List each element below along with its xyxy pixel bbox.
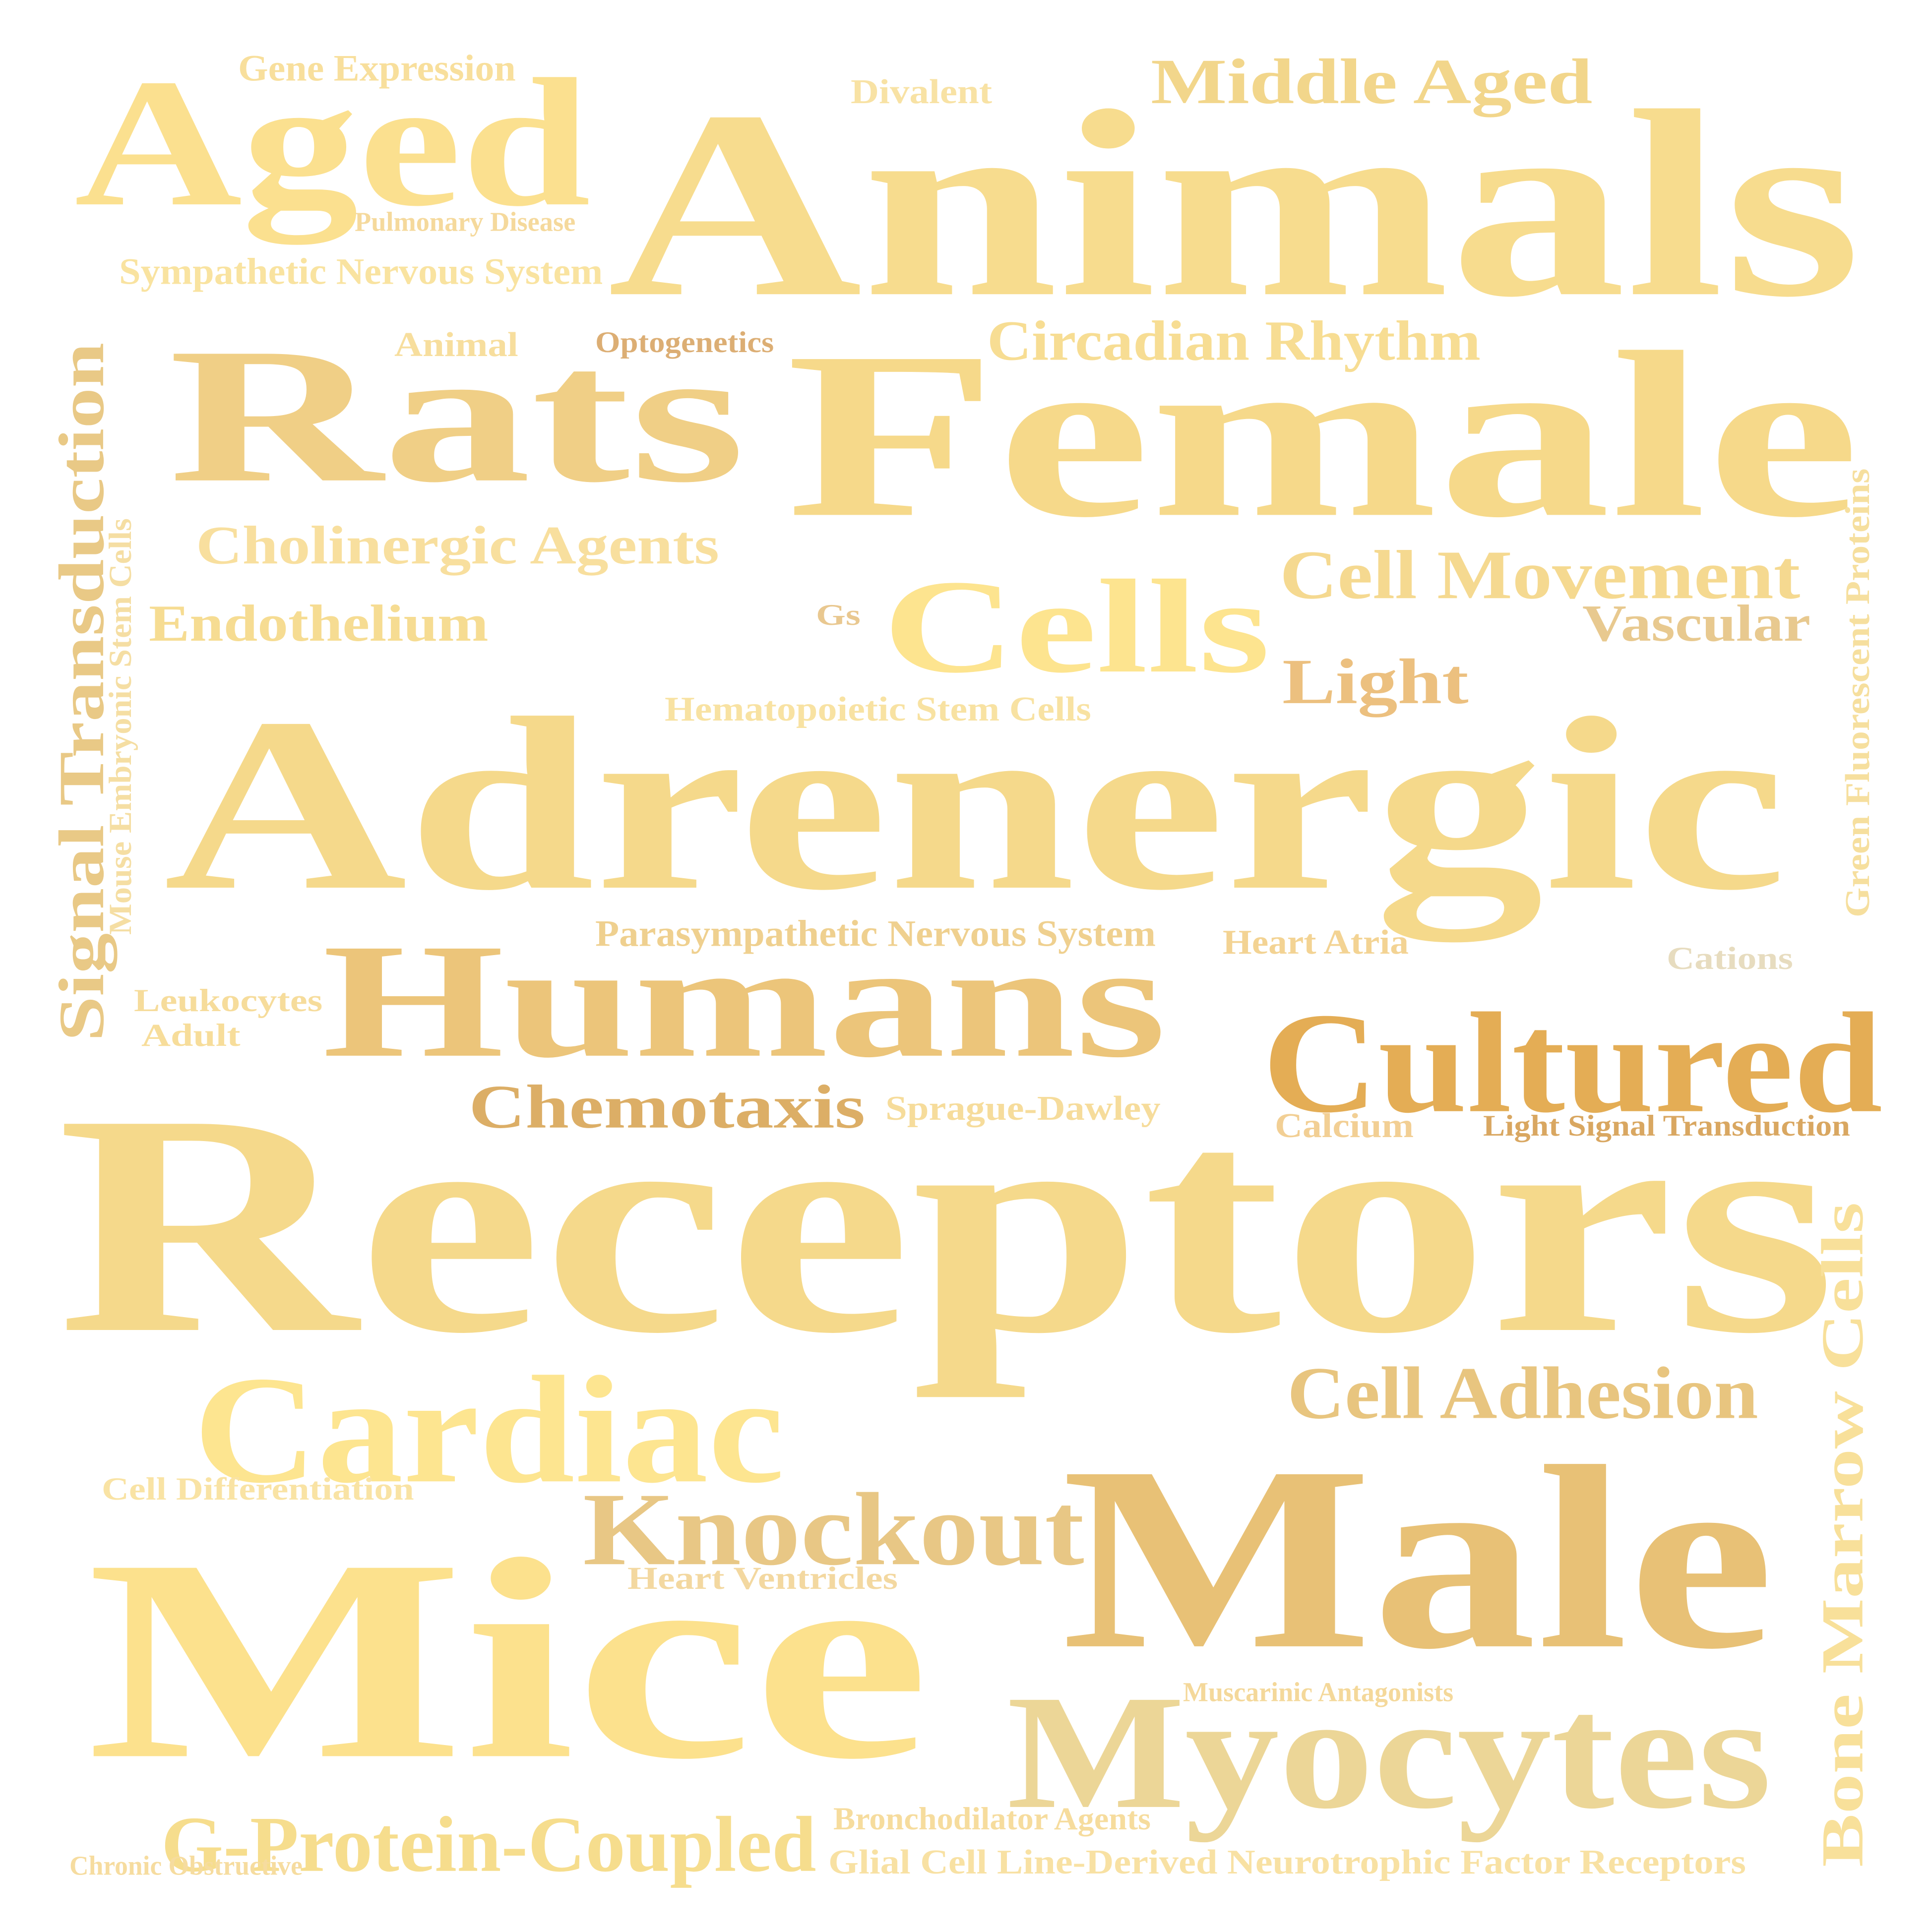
word-cardiac: Cardiac: [193, 1344, 785, 1515]
word-vascular: Vascular: [1582, 594, 1811, 653]
word-circadian-rhythm: Circadian Rhythm: [987, 309, 1481, 372]
word-adult: Adult: [141, 1017, 241, 1053]
word-chemotaxis: Chemotaxis: [469, 1072, 866, 1142]
word-rats: Rats: [169, 308, 746, 523]
word-optogenetics: Optogenetics: [595, 325, 774, 359]
word-humans: Humans: [322, 910, 1167, 1092]
word-g-protein-coupled: G-Protein-Coupled: [161, 1800, 816, 1888]
word-bone-marrow-cells: Bone Marrow Cells: [1809, 1202, 1875, 1867]
word-gene-expression: Gene Expression: [238, 47, 516, 89]
word-mice: Mice: [87, 1500, 930, 1819]
word-heart-ventricles: Heart Ventricles: [627, 1560, 898, 1596]
word-cholinergic-agents: Cholinergic Agents: [196, 515, 719, 576]
word-male: Male: [1061, 1412, 1775, 1704]
word-calcium: Calcium: [1275, 1106, 1414, 1145]
word-knockout: Knockout: [583, 1471, 1084, 1587]
word-heart-atria: Heart Atria: [1223, 922, 1409, 962]
word-cell-differentiation: Cell Differentiation: [102, 1471, 414, 1507]
word-leukocytes: Leukocytes: [134, 982, 323, 1019]
word-animals: Animals: [608, 56, 1862, 354]
word-female: Female: [786, 303, 1860, 567]
word-adrenergic: Adrenergic: [164, 667, 1787, 942]
word-chronic-obstructive: Chronic Obstructive: [69, 1850, 303, 1881]
word-endothelium: Endothelium: [149, 594, 489, 653]
word-light-signal-transduction: Light Signal Transduction: [1483, 1109, 1850, 1142]
word-myocytes: Myocytes: [1007, 1661, 1772, 1843]
word-middle-aged: Middle Aged: [1151, 46, 1593, 118]
word-aged: Aged: [74, 41, 591, 245]
word-parasympathetic-nervous-system: Parasympathetic Nervous System: [595, 912, 1156, 954]
word-cells: Cells: [883, 552, 1270, 701]
word-cell-adhesion: Cell Adhesion: [1287, 1352, 1758, 1435]
word-light: Light: [1282, 646, 1469, 718]
word-bronchodilator-agents: Bronchodilator Agents: [833, 1801, 1151, 1837]
word-divalent: Divalent: [851, 72, 993, 111]
word-hematopoietic-stem-cells: Hematopoietic Stem Cells: [665, 689, 1091, 728]
word-cultured: Cultured: [1262, 983, 1883, 1143]
word-mouse-embryonic-stem-cells: Mouse Embryonic Stem Cells: [102, 518, 138, 935]
word-muscarinic-antagonists: Muscarinic Antagonists: [1183, 1677, 1454, 1707]
word-gs: Gs: [816, 598, 861, 631]
word-glial-cell-line-derived: Glial Cell Line-Derived Neurotrophic Fac…: [828, 1842, 1746, 1881]
word-green-fluorescent-proteins: Green Fluorescent Proteins: [1838, 468, 1877, 917]
word-sympathetic-nervous-system: Sympathetic Nervous System: [119, 250, 603, 292]
word-cell-movement: Cell Movement: [1280, 536, 1801, 613]
word-sprague-dawley: Sprague-Dawley: [885, 1088, 1161, 1128]
word-animal: Animal: [394, 325, 518, 364]
word-cations: Cations: [1667, 940, 1793, 976]
word-pulmonary-disease: Pulmonary Disease: [355, 206, 576, 237]
word-receptors: Receptors: [57, 1049, 1836, 1399]
